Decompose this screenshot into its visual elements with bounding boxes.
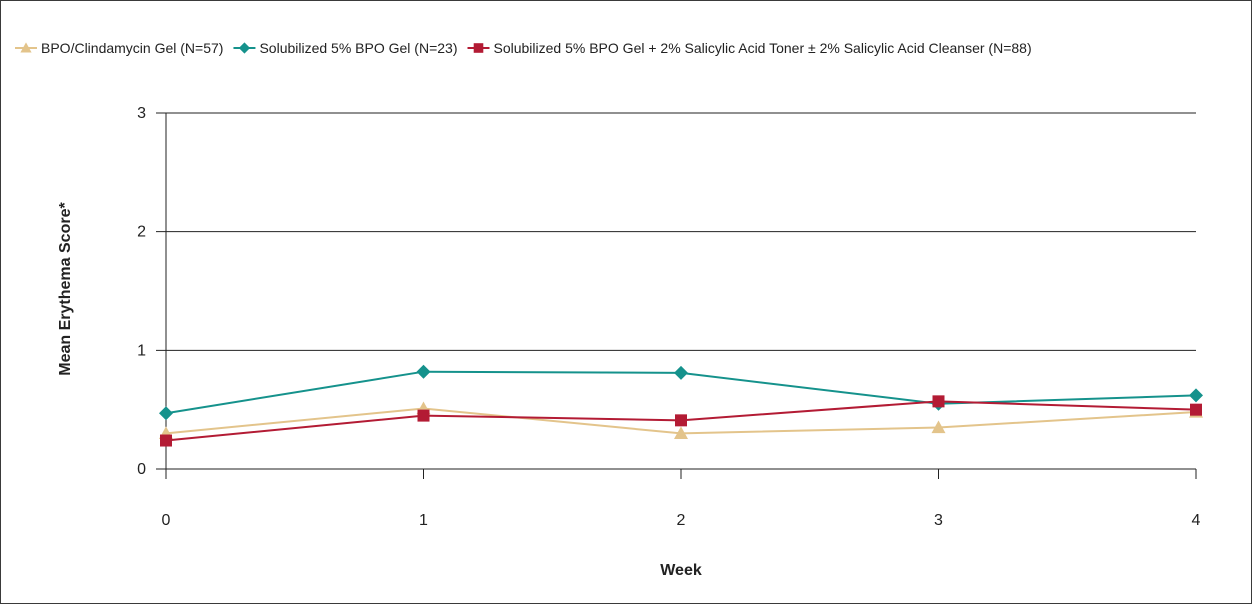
y-tick-label: 3 bbox=[137, 105, 146, 122]
y-tick-label: 2 bbox=[137, 224, 146, 241]
series-square bbox=[160, 395, 1202, 447]
data-point bbox=[1190, 403, 1202, 416]
series-group bbox=[159, 364, 1203, 447]
legend-item: Solubilized 5% BPO Gel (N=23) bbox=[233, 40, 458, 56]
data-point bbox=[417, 409, 430, 422]
legend-marker bbox=[238, 42, 251, 54]
data-point bbox=[674, 426, 688, 439]
legend-label: Solubilized 5% BPO Gel + 2% Salicylic Ac… bbox=[494, 40, 1032, 56]
x-tick-label: 4 bbox=[1192, 512, 1201, 529]
data-point bbox=[932, 395, 945, 408]
legend-label: Solubilized 5% BPO Gel (N=23) bbox=[259, 40, 457, 56]
data-point bbox=[674, 365, 688, 380]
y-axis-title: Mean Erythema Score* bbox=[57, 202, 74, 376]
y-tick-label: 0 bbox=[137, 461, 146, 478]
series-diamond bbox=[159, 364, 1203, 421]
gridlines bbox=[156, 112, 1196, 351]
x-axis-title: Week bbox=[660, 562, 702, 579]
legend-marker bbox=[473, 43, 484, 53]
data-point bbox=[159, 406, 173, 421]
data-point bbox=[160, 434, 172, 447]
x-tick-label: 2 bbox=[677, 512, 686, 529]
axes: 0 1 2 3 0 1 2 3 4 bbox=[137, 105, 1200, 529]
y-tick-label: 1 bbox=[137, 342, 146, 359]
data-point bbox=[931, 420, 946, 434]
data-point bbox=[1189, 388, 1203, 403]
data-point bbox=[416, 364, 431, 379]
data-point bbox=[675, 414, 687, 427]
legend-item: BPO/Clindamycin Gel (N=57) bbox=[15, 40, 223, 56]
x-tick-label: 1 bbox=[419, 512, 428, 529]
legend-item: Solubilized 5% BPO Gel + 2% Salicylic Ac… bbox=[467, 40, 1032, 56]
legend-marker bbox=[20, 42, 32, 53]
legend-label: BPO/Clindamycin Gel (N=57) bbox=[41, 40, 223, 56]
x-tick-label: 0 bbox=[162, 512, 171, 529]
legend: BPO/Clindamycin Gel (N=57) Solubilized 5%… bbox=[15, 40, 1032, 56]
x-tick-label: 3 bbox=[934, 512, 943, 529]
